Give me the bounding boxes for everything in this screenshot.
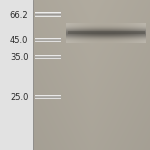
Text: 45.0: 45.0 bbox=[10, 36, 28, 45]
Text: 66.2: 66.2 bbox=[10, 11, 28, 20]
Bar bbox=[0, 0, 33, 150]
Text: 25.0: 25.0 bbox=[10, 93, 28, 102]
Bar bbox=[33, 0, 150, 150]
Text: 35.0: 35.0 bbox=[10, 52, 28, 62]
